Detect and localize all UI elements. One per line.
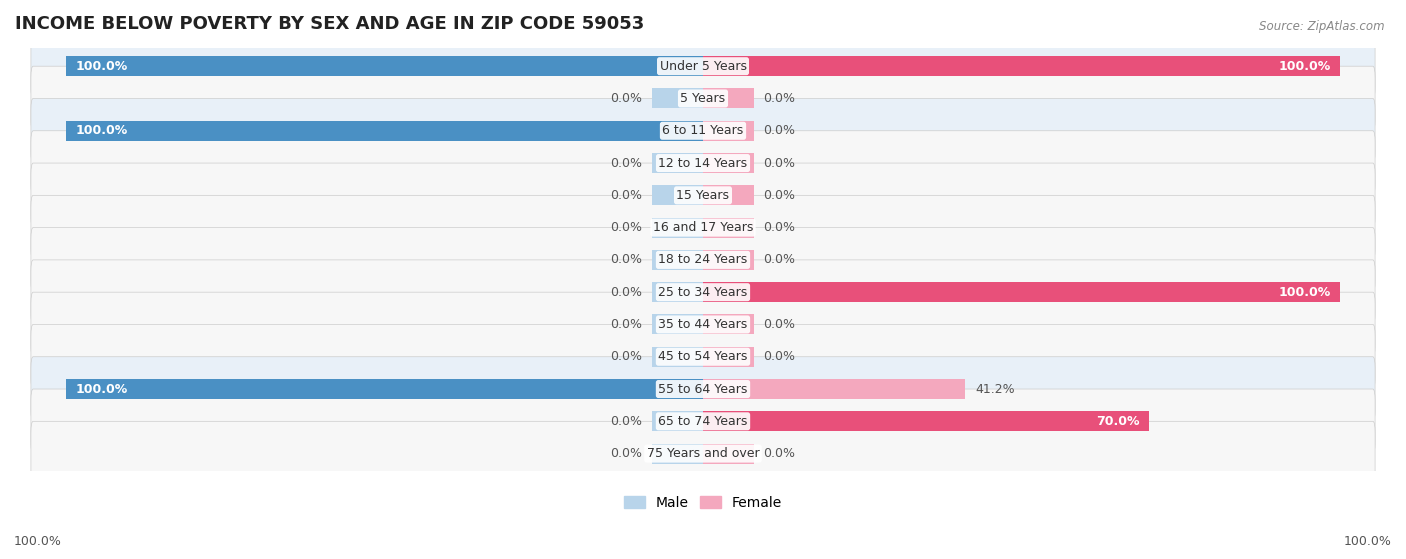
Bar xyxy=(703,411,1149,432)
Text: 25 to 34 Years: 25 to 34 Years xyxy=(658,286,748,299)
Text: 18 to 24 Years: 18 to 24 Years xyxy=(658,253,748,267)
Text: 0.0%: 0.0% xyxy=(610,318,643,331)
Text: 5 Years: 5 Years xyxy=(681,92,725,105)
Bar xyxy=(652,153,703,173)
Text: Under 5 Years: Under 5 Years xyxy=(659,60,747,73)
Text: 0.0%: 0.0% xyxy=(763,221,796,234)
Text: 0.0%: 0.0% xyxy=(763,253,796,267)
Bar xyxy=(703,217,754,238)
Text: 0.0%: 0.0% xyxy=(763,189,796,202)
Text: INCOME BELOW POVERTY BY SEX AND AGE IN ZIP CODE 59053: INCOME BELOW POVERTY BY SEX AND AGE IN Z… xyxy=(15,15,644,33)
Text: 100.0%: 100.0% xyxy=(14,535,62,548)
Bar xyxy=(703,250,754,270)
Text: 0.0%: 0.0% xyxy=(763,350,796,363)
Text: 100.0%: 100.0% xyxy=(1278,60,1330,73)
Text: 6 to 11 Years: 6 to 11 Years xyxy=(662,124,744,138)
Bar xyxy=(66,56,703,76)
FancyBboxPatch shape xyxy=(31,131,1375,195)
Text: 0.0%: 0.0% xyxy=(610,415,643,428)
FancyBboxPatch shape xyxy=(31,66,1375,131)
Text: 70.0%: 70.0% xyxy=(1095,415,1139,428)
Text: 100.0%: 100.0% xyxy=(76,382,128,396)
Bar xyxy=(652,347,703,367)
Text: 100.0%: 100.0% xyxy=(76,124,128,138)
Legend: Male, Female: Male, Female xyxy=(619,490,787,515)
Text: 0.0%: 0.0% xyxy=(763,92,796,105)
Text: 75 Years and over: 75 Years and over xyxy=(647,447,759,460)
Text: 0.0%: 0.0% xyxy=(610,189,643,202)
Text: 0.0%: 0.0% xyxy=(763,447,796,460)
Bar xyxy=(703,121,754,141)
Bar xyxy=(652,315,703,334)
Text: 41.2%: 41.2% xyxy=(974,382,1015,396)
Text: 0.0%: 0.0% xyxy=(610,157,643,169)
FancyBboxPatch shape xyxy=(31,163,1375,228)
FancyBboxPatch shape xyxy=(31,195,1375,260)
Bar xyxy=(703,379,966,399)
Text: 100.0%: 100.0% xyxy=(76,60,128,73)
Bar xyxy=(652,444,703,463)
Bar xyxy=(703,153,754,173)
Text: 0.0%: 0.0% xyxy=(763,157,796,169)
Bar xyxy=(652,282,703,302)
FancyBboxPatch shape xyxy=(31,292,1375,357)
Bar xyxy=(703,315,754,334)
FancyBboxPatch shape xyxy=(31,34,1375,98)
FancyBboxPatch shape xyxy=(31,389,1375,453)
Bar xyxy=(66,379,703,399)
FancyBboxPatch shape xyxy=(31,357,1375,421)
Bar xyxy=(703,88,754,108)
FancyBboxPatch shape xyxy=(31,98,1375,163)
Bar xyxy=(652,88,703,108)
Bar xyxy=(652,411,703,432)
Text: 55 to 64 Years: 55 to 64 Years xyxy=(658,382,748,396)
Text: Source: ZipAtlas.com: Source: ZipAtlas.com xyxy=(1260,20,1385,32)
Text: 35 to 44 Years: 35 to 44 Years xyxy=(658,318,748,331)
Text: 100.0%: 100.0% xyxy=(1344,535,1392,548)
Text: 0.0%: 0.0% xyxy=(610,253,643,267)
Text: 16 and 17 Years: 16 and 17 Years xyxy=(652,221,754,234)
Bar xyxy=(652,217,703,238)
Text: 0.0%: 0.0% xyxy=(610,350,643,363)
FancyBboxPatch shape xyxy=(31,228,1375,292)
Bar xyxy=(652,250,703,270)
Text: 45 to 54 Years: 45 to 54 Years xyxy=(658,350,748,363)
Text: 100.0%: 100.0% xyxy=(1278,286,1330,299)
Text: 15 Years: 15 Years xyxy=(676,189,730,202)
FancyBboxPatch shape xyxy=(31,260,1375,324)
Text: 0.0%: 0.0% xyxy=(610,447,643,460)
FancyBboxPatch shape xyxy=(31,324,1375,389)
Bar xyxy=(703,282,1340,302)
Text: 0.0%: 0.0% xyxy=(610,221,643,234)
Text: 12 to 14 Years: 12 to 14 Years xyxy=(658,157,748,169)
Bar xyxy=(703,347,754,367)
Bar xyxy=(703,186,754,205)
Bar xyxy=(652,186,703,205)
Text: 0.0%: 0.0% xyxy=(610,286,643,299)
Bar xyxy=(703,444,754,463)
Text: 65 to 74 Years: 65 to 74 Years xyxy=(658,415,748,428)
Bar xyxy=(703,56,1340,76)
Text: 0.0%: 0.0% xyxy=(763,124,796,138)
Bar xyxy=(66,121,703,141)
Text: 0.0%: 0.0% xyxy=(763,318,796,331)
Text: 0.0%: 0.0% xyxy=(610,92,643,105)
FancyBboxPatch shape xyxy=(31,421,1375,486)
